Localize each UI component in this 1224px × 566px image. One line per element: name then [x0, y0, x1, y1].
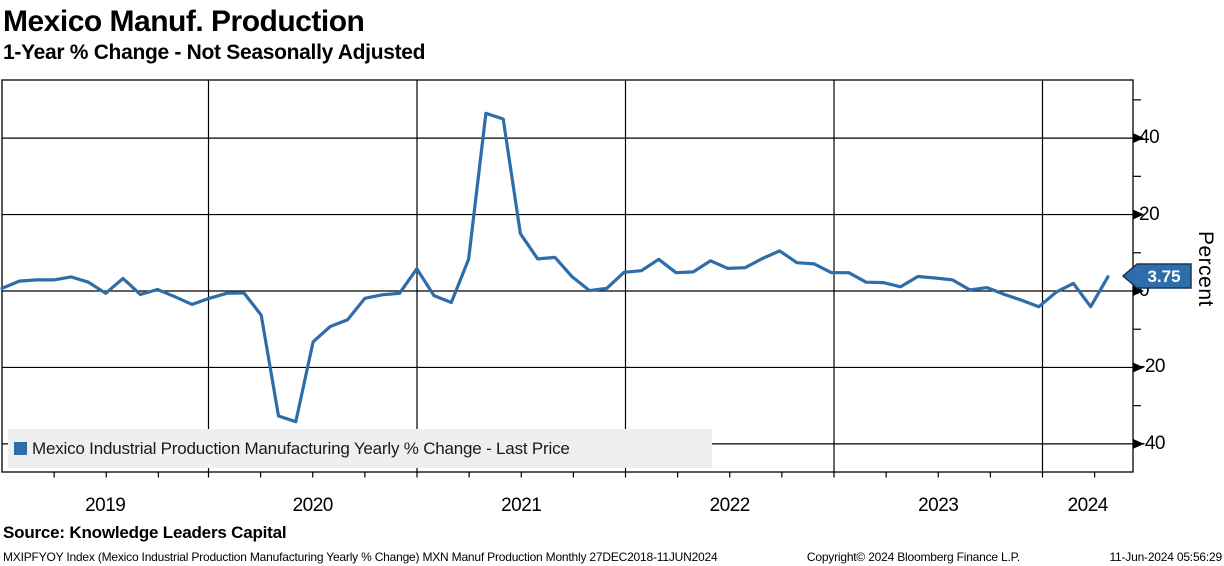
axis-arrowhead-icon — [1133, 362, 1144, 373]
y-axis-title: Percent — [1194, 231, 1217, 307]
last-price-badge: 3.75 — [1122, 263, 1192, 289]
footer: MXIPFYOY Index (Mexico Industrial Produc… — [3, 550, 1222, 564]
source-line: Source: Knowledge Leaders Capital — [3, 523, 287, 542]
badge-arrow-shape — [1122, 263, 1192, 289]
last-price-value: 3.75 — [1147, 267, 1180, 286]
legend-swatch-icon — [14, 442, 27, 455]
axis-arrowhead-icon — [1133, 286, 1144, 296]
data-line — [0, 111, 1110, 424]
axis-arrowhead-icon — [1133, 209, 1144, 220]
axis-arrowhead-icon — [1133, 438, 1144, 449]
chart-header: Mexico Manuf. Production 1-Year % Change… — [3, 5, 426, 65]
legend: Mexico Industrial Production Manufacturi… — [8, 429, 712, 468]
page-title: Mexico Manuf. Production — [3, 5, 365, 38]
legend-label: Mexico Industrial Production Manufacturi… — [32, 438, 570, 458]
axis-arrowhead-icon — [1133, 133, 1144, 144]
footer-timestamp: 11-Jun-2024 05:56:29 — [1109, 550, 1222, 564]
chart-subtitle: 1-Year % Change - Not Seasonally Adjuste… — [3, 41, 426, 64]
footer-copyright: Copyright© 2024 Bloomberg Finance L.P. — [806, 550, 1021, 564]
footer-ticker-info: MXIPFYOY Index (Mexico Industrial Produc… — [3, 550, 718, 564]
